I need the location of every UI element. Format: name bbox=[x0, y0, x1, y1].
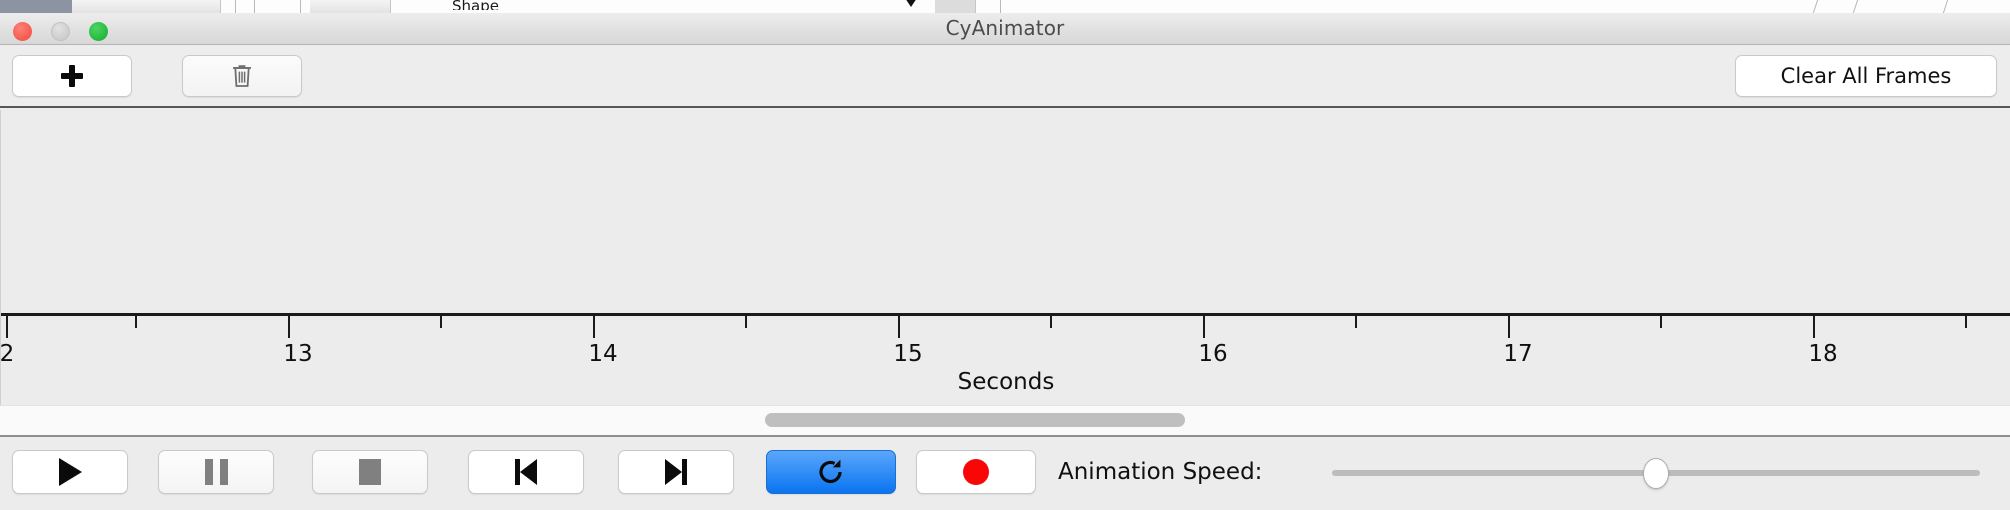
axis-title: Seconds bbox=[957, 369, 1055, 395]
axis-tick-label: 16 bbox=[1198, 341, 1228, 367]
bg-caret-icon bbox=[905, 0, 917, 7]
axis-tick-minor bbox=[440, 316, 442, 328]
axis-tick-minor bbox=[1965, 316, 1967, 328]
clear-all-frames-label: Clear All Frames bbox=[1780, 64, 1952, 88]
add-frame-button[interactable] bbox=[12, 55, 132, 97]
slider-thumb[interactable] bbox=[1643, 458, 1669, 489]
axis-tick-major bbox=[1203, 316, 1205, 338]
background-window-strip: Shape bbox=[0, 0, 2010, 13]
pause-button[interactable] bbox=[158, 450, 274, 494]
close-button[interactable] bbox=[13, 22, 32, 41]
record-button[interactable] bbox=[916, 450, 1036, 494]
animation-speed-label: Animation Speed: bbox=[1058, 459, 1263, 485]
axis-tick-minor bbox=[1660, 316, 1662, 328]
axis-tick-minor bbox=[1050, 316, 1052, 328]
play-button[interactable] bbox=[12, 450, 128, 494]
axis-tick-label: 17 bbox=[1503, 341, 1533, 367]
bg-slash bbox=[1812, 0, 1829, 13]
bg-chunk bbox=[935, 0, 976, 13]
axis-tick-label: 13 bbox=[283, 341, 313, 367]
pause-icon bbox=[204, 459, 228, 485]
bg-divider bbox=[1000, 0, 1001, 13]
axis-tick-major bbox=[288, 316, 290, 338]
bg-divider bbox=[254, 0, 255, 13]
loop-refresh-icon bbox=[819, 459, 842, 484]
axis-tick-label: 15 bbox=[893, 341, 923, 367]
skip-back-button[interactable] bbox=[468, 450, 584, 494]
playback-control-bar: Animation Speed: bbox=[0, 437, 2010, 510]
trash-icon bbox=[233, 65, 251, 87]
axis-tick-minor bbox=[1355, 316, 1357, 328]
frame-toolbar: Clear All Frames bbox=[0, 45, 2010, 108]
bg-partial-label: Shape bbox=[452, 0, 499, 10]
window-title: CyAnimator bbox=[945, 16, 1065, 40]
play-icon bbox=[58, 458, 82, 486]
axis-tick-major bbox=[898, 316, 900, 338]
window-titlebar[interactable]: CyAnimator bbox=[0, 13, 2010, 45]
minimize-button[interactable] bbox=[51, 22, 70, 41]
axis-tick-label: 14 bbox=[588, 341, 618, 367]
stop-icon bbox=[359, 459, 381, 485]
bg-divider bbox=[235, 0, 236, 13]
bg-chunk bbox=[182, 0, 221, 13]
maximize-button[interactable] bbox=[89, 22, 108, 41]
record-dot-icon bbox=[963, 459, 989, 485]
axis-line bbox=[1, 313, 2010, 316]
bg-divider bbox=[300, 0, 301, 13]
delete-frame-button[interactable] bbox=[182, 55, 302, 97]
scrollbar-thumb[interactable] bbox=[765, 413, 1185, 427]
skip-forward-button[interactable] bbox=[618, 450, 734, 494]
bg-slash bbox=[1852, 0, 1869, 13]
skip-back-icon bbox=[515, 459, 537, 485]
axis-tick-label: 2 bbox=[0, 341, 15, 367]
loop-button[interactable] bbox=[766, 450, 896, 494]
bg-chunk bbox=[0, 0, 73, 13]
timeline-frames-area[interactable]: MCM1 bbox=[0, 110, 2010, 412]
axis-tick-minor bbox=[135, 316, 137, 328]
bg-slash bbox=[1942, 0, 1959, 13]
axis-tick-major bbox=[1508, 316, 1510, 338]
animation-speed-slider[interactable] bbox=[1332, 450, 1980, 494]
stop-button[interactable] bbox=[312, 450, 428, 494]
timeline-horizontal-scrollbar[interactable] bbox=[0, 405, 2010, 437]
bg-chunk bbox=[310, 0, 391, 13]
clear-all-frames-button[interactable]: Clear All Frames bbox=[1735, 55, 1997, 97]
skip-forward-icon bbox=[665, 459, 687, 485]
axis-tick-label: 18 bbox=[1808, 341, 1838, 367]
axis-tick-major bbox=[593, 316, 595, 338]
plus-icon bbox=[60, 64, 84, 88]
axis-tick-major bbox=[1813, 316, 1815, 338]
timeline-axis: 2 13 14 15 16 17 18 Seconds bbox=[0, 313, 2010, 405]
axis-tick-major bbox=[6, 316, 8, 338]
bg-chunk bbox=[72, 0, 183, 13]
axis-tick-minor bbox=[745, 316, 747, 328]
